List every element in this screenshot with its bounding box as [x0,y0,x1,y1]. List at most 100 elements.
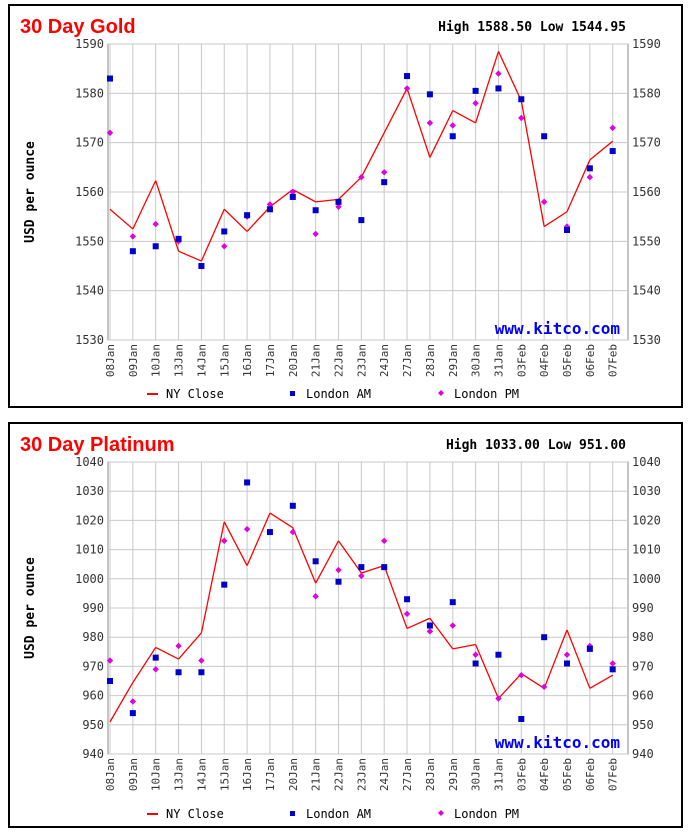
london-pm-point [495,70,502,77]
london-pm-point [495,695,502,702]
london-pm-point [518,114,525,122]
x-tick-label: 08Jan [104,344,117,377]
london-am-point [495,651,502,658]
london-pm-point [472,100,479,107]
london-am-point [266,529,273,536]
high-low-space [469,20,477,35]
london-am-point [404,596,411,603]
london-pm-point [266,201,274,208]
ny-close-segment [109,682,134,723]
legend-swatch-london-am [290,391,295,396]
y-tick-label-right: 1590 [632,37,661,51]
x-tick-label: 16Jan [241,758,254,791]
ny-close-segment [315,198,339,203]
london-am-point [609,148,616,155]
ny-close-segment [589,140,614,161]
london-am-point [472,660,479,667]
x-tick-label: 03Feb [515,758,528,791]
london-am-point [312,558,319,565]
legend-label-london-pm: London PM [454,807,519,821]
x-tick-label: 05Feb [561,758,574,791]
london-am-point [381,179,388,186]
ny-close-segment [132,180,157,230]
ny-close-segment [269,512,294,529]
y-tick-label-left: 1590 [75,37,104,51]
y-tick-label-right: 1040 [632,455,661,469]
high-low-space [571,438,579,453]
x-tick-label: 03Feb [515,344,528,377]
y-tick-label-left: 1010 [75,543,104,557]
y-tick-label-left: 1530 [75,333,104,347]
legend-swatch-london-pm [438,810,444,816]
x-tick-label: 07Feb [607,344,620,377]
x-tick-label: 14Jan [195,344,208,377]
y-tick-label-right: 970 [632,659,654,673]
y-tick-label-left: 940 [82,747,104,761]
london-am-point [564,226,570,233]
x-tick-label: 15Jan [218,344,231,377]
y-tick-label-left: 1580 [75,86,104,100]
london-am-point [495,85,502,92]
x-tick-label: 28Jan [424,344,437,377]
london-am-point [152,654,159,661]
london-am-point [518,715,525,722]
london-am-point [198,263,205,269]
legend-label-london-pm: London PM [454,387,519,401]
ny-close-segment [452,110,476,124]
high-low-value: Low [548,438,572,453]
legend-swatch-london-pm [438,390,444,396]
x-tick-label: 09Jan [127,344,140,377]
ny-close-segment [200,209,225,262]
london-am-point [426,91,433,98]
chart-title: 30 Day Gold [20,16,136,38]
legend-label-london-am: London AM [306,807,371,821]
high-low-value: 1544.95 [571,20,626,35]
ny-close-segment [200,521,225,633]
high-low-space [540,438,548,453]
ny-close-segment [292,527,317,584]
x-tick-label: 16Jan [241,344,254,377]
london-pm-point [106,657,114,664]
ny-close-segment [566,629,591,689]
london-pm-point [106,129,114,136]
london-am-point [586,645,593,652]
london-am-point [335,198,342,205]
x-tick-label: 22Jan [333,344,346,377]
high-low-value: 951.00 [579,438,626,453]
london-pm-point [449,122,456,129]
y-tick-label-right: 980 [632,630,654,644]
ny-close-segment [520,673,545,689]
london-pm-point [358,572,365,580]
y-tick-label-right: 1570 [632,136,661,150]
watermark: www.kitco.com [495,319,621,338]
ny-close-segment [178,632,202,660]
london-am-point [541,133,548,140]
ny-close-segment [383,88,408,134]
y-tick-label-left: 1550 [75,234,104,248]
london-am-point [449,133,456,140]
london-am-point [289,193,296,200]
london-am-point [449,599,456,606]
london-am-point [198,669,205,676]
london-am-point [129,248,136,255]
london-am-point [175,235,182,242]
ny-close-segment [474,51,500,124]
x-tick-label: 14Jan [195,758,208,791]
ny-close-segment [315,540,340,584]
x-tick-label: 28Jan [424,758,437,791]
ny-close-segment [497,673,522,699]
ny-close-segment [155,180,180,252]
y-tick-label-left: 970 [82,659,104,673]
ny-close-segment [543,629,568,689]
x-tick-label: 05Feb [561,344,574,377]
london-am-point [426,622,433,629]
x-tick-label: 27Jan [401,758,414,791]
high-low-summary: High 1033.00 Low 951.00 [446,438,626,453]
ny-close-segment [543,211,568,228]
legend-label-ny-close: NY Close [166,807,224,821]
london-pm-point [449,622,456,629]
ny-close-segment [360,132,385,178]
x-tick-label: 10Jan [150,758,163,791]
y-tick-label-right: 1530 [632,333,661,347]
london-am-point [289,502,296,509]
